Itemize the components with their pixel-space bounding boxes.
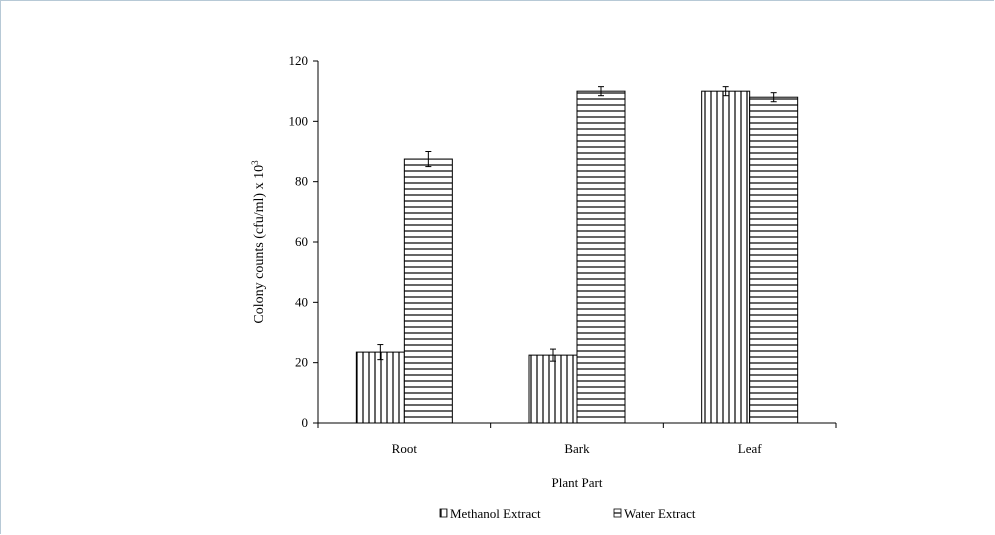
error-bar [550, 348, 556, 362]
legend-item-water: Water Extract [613, 506, 696, 521]
error-bar [377, 344, 384, 361]
y-tick-label: 20 [295, 355, 308, 370]
bar-water-extract-root [403, 158, 453, 424]
legend-item-methanol: Methanol Extract [439, 506, 541, 521]
x-tick-label: Leaf [738, 441, 762, 456]
bar-methanol-extract-bark [528, 354, 578, 424]
y-tick-label: 80 [295, 174, 308, 189]
bar-water-extract-bark [576, 90, 626, 424]
y-axis-label-main: Colony counts (cfu/ml) x 10 [252, 165, 267, 324]
legend-swatch-water [613, 508, 622, 518]
x-tick-label: Bark [564, 441, 590, 456]
legend: Methanol Extract Water Extract [439, 506, 696, 521]
error-bar [425, 151, 432, 168]
bar-methanol-extract-leaf [701, 90, 751, 424]
error-bars-group [377, 86, 777, 362]
legend-label-methanol: Methanol Extract [450, 506, 541, 521]
legend-label-water: Water Extract [624, 506, 696, 521]
y-tick-label: 40 [295, 294, 308, 309]
bars-group [355, 90, 799, 424]
y-tick-label: 60 [295, 234, 308, 249]
error-bar [770, 92, 777, 103]
y-axis-ticks: 0 20 40 60 80 100 120 [289, 53, 318, 430]
y-tick-label: 0 [302, 415, 309, 430]
y-axis-label: Colony counts (cfu/ml) x 103 [250, 160, 267, 324]
bar-water-extract-leaf [749, 96, 799, 424]
y-tick-label: 100 [289, 113, 309, 128]
y-axis-label-superscript: 3 [250, 160, 260, 165]
legend-swatch-methanol [439, 508, 448, 518]
error-bar [722, 86, 729, 97]
x-axis-label: Plant Part [552, 475, 603, 490]
error-bar [598, 86, 604, 97]
x-tick-label: Root [392, 441, 418, 456]
y-tick-label: 120 [289, 53, 309, 68]
x-axis-ticks: Root Bark Leaf [317, 423, 837, 456]
bar-methanol-extract-root [355, 351, 405, 424]
